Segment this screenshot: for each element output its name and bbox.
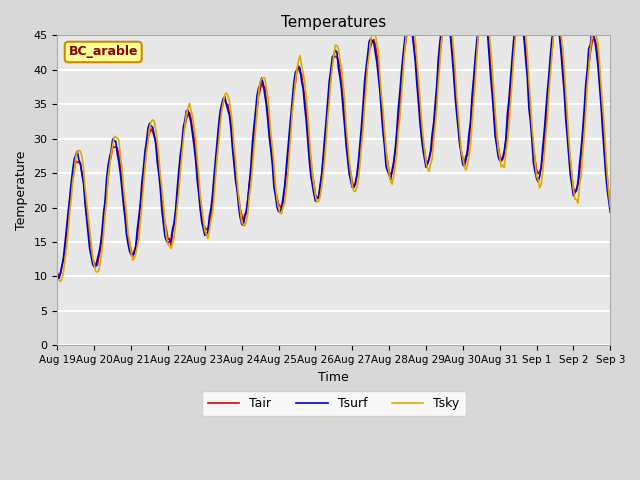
Tair bbox=[70, 167, 78, 172]
Tair bbox=[542, 121, 550, 127]
Tair bbox=[401, 48, 408, 53]
Text: BC_arable: BC_arable bbox=[68, 46, 138, 59]
Line: Tsurf: Tsurf bbox=[58, 7, 611, 278]
Line: Tair: Tair bbox=[58, 12, 611, 276]
Tsurf bbox=[370, 39, 378, 45]
Tsky bbox=[370, 25, 378, 31]
Tair bbox=[55, 273, 63, 279]
Tsky bbox=[158, 184, 166, 190]
Title: Temperatures: Temperatures bbox=[281, 15, 387, 30]
Tsky bbox=[401, 51, 408, 57]
Tsky bbox=[388, 181, 396, 187]
Tair bbox=[481, 9, 488, 14]
Tsky bbox=[607, 204, 614, 209]
Tsurf bbox=[542, 108, 550, 114]
Tair bbox=[388, 170, 396, 176]
Tsky bbox=[542, 133, 550, 139]
Tsurf bbox=[442, 4, 450, 10]
Tair bbox=[607, 198, 614, 204]
X-axis label: Time: Time bbox=[319, 371, 349, 384]
Tair bbox=[370, 36, 378, 42]
Tsurf bbox=[388, 167, 396, 172]
Tsky bbox=[56, 279, 64, 285]
Tsky bbox=[54, 276, 61, 282]
Tsurf bbox=[607, 209, 614, 215]
Y-axis label: Temperature: Temperature bbox=[15, 151, 28, 230]
Tsky bbox=[481, 0, 488, 1]
Tsurf bbox=[55, 276, 63, 281]
Line: Tsky: Tsky bbox=[58, 0, 611, 282]
Tair bbox=[158, 193, 166, 199]
Tsurf bbox=[158, 207, 166, 213]
Tair bbox=[54, 270, 61, 276]
Tsurf bbox=[70, 156, 78, 162]
Tsurf bbox=[401, 39, 408, 45]
Tsurf bbox=[54, 272, 61, 278]
Legend: Tair, Tsurf, Tsky: Tair, Tsurf, Tsky bbox=[202, 391, 466, 417]
Tsky bbox=[70, 169, 78, 175]
